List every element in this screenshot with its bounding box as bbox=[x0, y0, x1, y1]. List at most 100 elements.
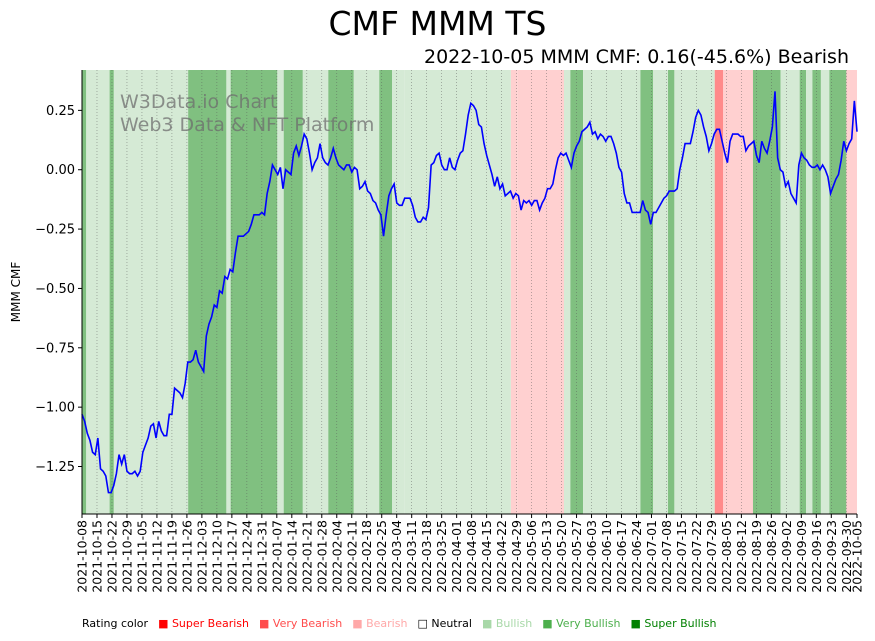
rating-band bbox=[82, 70, 87, 514]
x-tick-label: 2022-03-18 bbox=[419, 520, 434, 593]
x-tick-label: 2022-09-16 bbox=[809, 520, 824, 593]
x-tick-label: 2021-11-19 bbox=[164, 520, 179, 593]
rating-band bbox=[806, 70, 813, 514]
x-tick-label: 2022-05-20 bbox=[554, 520, 569, 593]
rating-band bbox=[328, 70, 354, 514]
rating-band bbox=[674, 70, 715, 514]
rating-band bbox=[820, 70, 830, 514]
x-tick-label: 2022-06-17 bbox=[614, 520, 629, 593]
x-tick-label: 2022-01-21 bbox=[299, 520, 314, 593]
y-tick-label: −1.25 bbox=[35, 460, 75, 475]
y-axis-label: MMM CMF bbox=[9, 262, 23, 323]
cmf-series-line bbox=[81, 91, 858, 494]
y-tick-label: −0.75 bbox=[35, 341, 75, 356]
x-tick-label: 2021-12-17 bbox=[224, 520, 239, 593]
legend-items: ■ Super Bearish ■ Very Bearish ■ Bearish □ … bbox=[152, 617, 720, 630]
rating-band bbox=[283, 70, 303, 514]
x-tick-label: 2022-09-09 bbox=[794, 520, 809, 593]
x-tick-label: 2022-10-05 bbox=[850, 520, 865, 593]
y-tick-label: 0.00 bbox=[46, 163, 75, 178]
rating-band bbox=[379, 70, 392, 514]
x-tick-label: 2022-03-25 bbox=[434, 520, 449, 593]
rating-band bbox=[668, 70, 675, 514]
x-tick-label: 2022-09-23 bbox=[824, 520, 839, 593]
rating-band bbox=[812, 70, 821, 514]
x-tick-label: 2021-12-24 bbox=[239, 520, 254, 593]
rating-band bbox=[392, 70, 405, 514]
rating-band bbox=[277, 70, 284, 514]
x-tick-label: 2022-02-18 bbox=[359, 520, 374, 593]
x-tick-label: 2022-08-12 bbox=[734, 520, 749, 593]
x-tick-label: 2021-11-05 bbox=[134, 520, 149, 593]
rating-band bbox=[113, 70, 189, 514]
legend-item: ■ Very Bullish bbox=[542, 617, 621, 630]
x-tick-label: 2022-07-01 bbox=[644, 520, 659, 593]
x-ticks: 2021-10-08 2021-10-15 2021-10-22 2021-10-29… bbox=[75, 514, 865, 593]
x-tick-label: 2022-09-02 bbox=[779, 520, 794, 593]
x-tick-label: 2022-04-29 bbox=[509, 520, 524, 593]
rating-band bbox=[799, 70, 807, 514]
x-tick-label: 2021-12-03 bbox=[194, 520, 209, 593]
x-tick-label: 2022-04-22 bbox=[494, 520, 509, 593]
rating-band bbox=[780, 70, 800, 514]
x-tick-label: 2022-04-01 bbox=[449, 520, 464, 593]
rating-band bbox=[86, 70, 110, 514]
x-tick-label: 2022-01-07 bbox=[269, 520, 284, 593]
x-tick-label: 2021-11-26 bbox=[179, 520, 194, 593]
x-tick-label: 2022-07-08 bbox=[659, 520, 674, 593]
x-tick-label: 2022-05-06 bbox=[524, 520, 539, 593]
rating-band bbox=[640, 70, 654, 514]
x-tick-label: 2021-10-15 bbox=[89, 520, 104, 593]
rating-band bbox=[846, 70, 857, 514]
legend-label: Rating color bbox=[82, 617, 149, 630]
watermark-line-2: Web3 Data & NFT Platform bbox=[120, 114, 374, 136]
legend-item: ■ Bullish bbox=[481, 617, 533, 630]
watermark: W3Data.io Chart Web3 Data & NFT Platform bbox=[120, 91, 374, 136]
x-tick-label: 2022-02-11 bbox=[344, 520, 359, 593]
x-tick-label: 2022-05-13 bbox=[539, 520, 554, 593]
x-tick-label: 2022-01-28 bbox=[314, 520, 329, 593]
x-tick-label: 2022-04-15 bbox=[479, 520, 494, 593]
rating-band bbox=[404, 70, 511, 514]
rating-band bbox=[563, 70, 571, 514]
x-tick-label: 2021-10-08 bbox=[75, 520, 90, 593]
y-tick-label: −0.50 bbox=[35, 282, 75, 297]
x-tick-label: 2022-09-30 bbox=[839, 520, 854, 593]
rating-band bbox=[230, 70, 278, 514]
x-tick-label: 2022-07-22 bbox=[689, 520, 704, 593]
rating-legend: Rating color ■ Super Bearish ■ Very Beari… bbox=[82, 617, 725, 630]
legend-item: ■ Super Bearish bbox=[158, 617, 250, 630]
x-tick-label: 2022-03-11 bbox=[404, 520, 419, 593]
x-tick-label: 2022-08-26 bbox=[764, 520, 779, 593]
legend-item: □ Neutral bbox=[417, 617, 472, 630]
legend-item: ■ Super Bullish bbox=[630, 617, 717, 630]
x-tick-label: 2022-01-14 bbox=[284, 520, 299, 593]
rating-band bbox=[723, 70, 753, 514]
rating-band bbox=[226, 70, 231, 514]
rating-band bbox=[653, 70, 669, 514]
rating-band bbox=[829, 70, 847, 514]
chart-title: CMF MMM TS bbox=[328, 4, 547, 43]
x-tick-label: 2021-12-31 bbox=[254, 520, 269, 593]
y-tick-label: −1.00 bbox=[35, 401, 75, 416]
x-tick-label: 2022-06-10 bbox=[599, 520, 614, 593]
x-tick-label: 2022-08-05 bbox=[719, 520, 734, 593]
x-tick-label: 2022-06-03 bbox=[584, 520, 599, 593]
y-tick-label: 0.25 bbox=[46, 104, 75, 119]
x-tick-label: 2022-07-15 bbox=[674, 520, 689, 593]
x-tick-label: 2022-08-19 bbox=[749, 520, 764, 593]
x-tick-label: 2022-02-25 bbox=[374, 520, 389, 593]
x-tick-label: 2022-02-04 bbox=[329, 520, 344, 593]
rating-band bbox=[752, 70, 781, 514]
rating-band bbox=[714, 70, 724, 514]
legend-item: ■ Very Bearish bbox=[259, 617, 343, 630]
x-tick-label: 2021-12-10 bbox=[209, 520, 224, 593]
y-tick-label: −0.25 bbox=[35, 223, 75, 238]
y-ticks: −1.25 −1.00 −0.75 −0.50 −0.25 0.00 0.25 bbox=[35, 104, 82, 475]
chart-subtitle: 2022-10-05 MMM CMF: 0.16(-45.6%) Bearish bbox=[423, 46, 849, 68]
x-tick-label: 2021-10-29 bbox=[119, 520, 134, 593]
rating-band bbox=[517, 70, 564, 514]
watermark-line-1: W3Data.io Chart bbox=[120, 91, 277, 113]
x-tick-label: 2022-05-27 bbox=[569, 520, 584, 593]
x-tick-label: 2022-07-29 bbox=[704, 520, 719, 593]
